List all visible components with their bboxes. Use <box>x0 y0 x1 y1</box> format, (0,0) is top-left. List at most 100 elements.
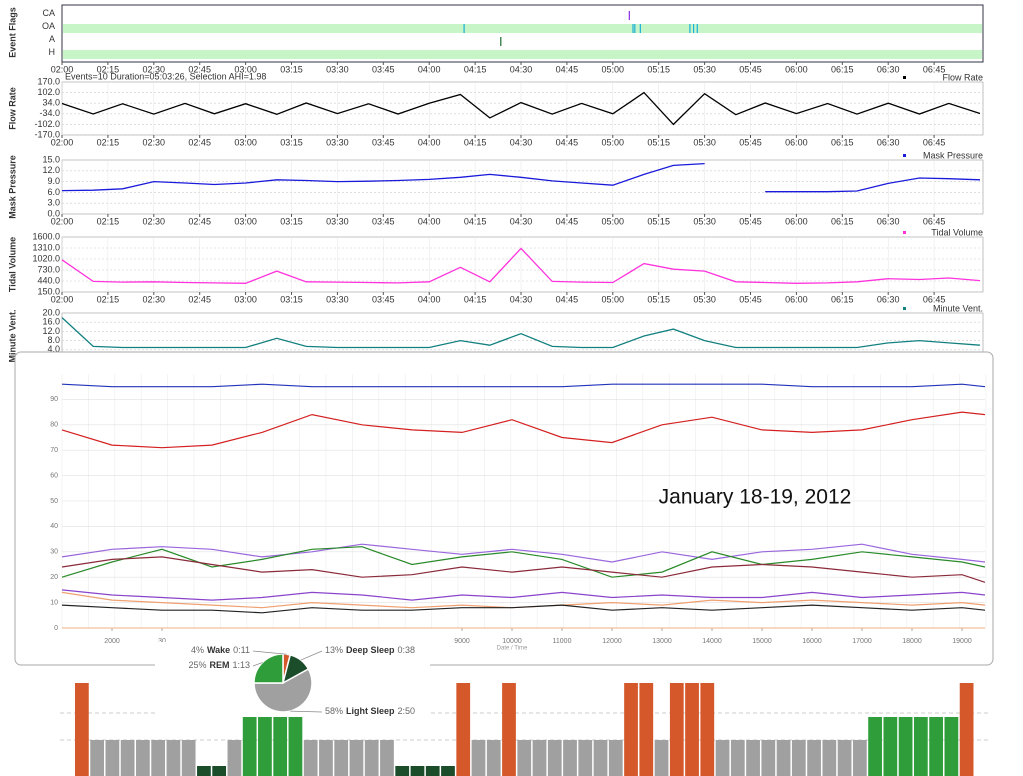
x-tick-label: 03:30 <box>326 137 349 147</box>
x-tick-label: 04:15 <box>464 64 487 74</box>
x-tick-label: 06:15 <box>831 64 854 74</box>
pie-duration: 0:38 <box>398 645 416 655</box>
pie-percent: 4% <box>191 645 204 655</box>
legend-swatch <box>903 307 906 310</box>
stage-bar <box>807 740 821 776</box>
flag-row-label: A <box>49 34 55 44</box>
x-tick-label: 05:45 <box>739 216 762 226</box>
y-tick-label: 102.0 <box>37 87 60 97</box>
x-tick-label: 04:30 <box>510 64 533 74</box>
y-tick-label: 730.0 <box>37 264 60 274</box>
stage-bar <box>791 740 806 776</box>
y-tick-label: 170.0 <box>37 76 60 86</box>
x-tick-label: 03:30 <box>326 216 349 226</box>
flag-band <box>63 24 982 33</box>
signal-line <box>61 317 981 349</box>
x-tick-label: 02:45 <box>188 137 211 147</box>
stage-bar <box>120 740 135 776</box>
pie-label: 25% REM 1:13 <box>188 660 250 670</box>
panel-frame <box>61 81 984 136</box>
flag-row-label: OA <box>42 21 55 31</box>
legend-label: Flow Rate <box>942 72 983 82</box>
x-tick-label: 03:45 <box>372 216 395 226</box>
pie-label: 13% Deep Sleep 0:38 <box>325 645 415 655</box>
x-tick-label: 05:15 <box>647 64 670 74</box>
x-tick-label: 04:45 <box>556 216 579 226</box>
x-tick-label: 03:15 <box>280 137 303 147</box>
stage-bar <box>913 717 928 776</box>
legend-label: Tidal Volume <box>931 227 983 237</box>
x-tick-label: 02:00 <box>51 216 74 226</box>
panel-frame <box>61 159 984 215</box>
x-tick-label: 03:15 <box>280 64 303 74</box>
stage-bar <box>822 740 837 776</box>
flag-row-label: H <box>49 47 56 57</box>
stage-bar <box>242 717 257 776</box>
pie-stage: Deep Sleep <box>346 645 395 655</box>
stage-bar <box>288 717 303 776</box>
x-tick-label: 14000 <box>702 638 722 645</box>
stage-bar <box>639 683 654 776</box>
x-tick-label: 19000 <box>952 638 972 645</box>
pie-percent: 25% <box>188 660 206 670</box>
x-tick-label: 04:00 <box>418 216 441 226</box>
y-tick-label: 50 <box>50 498 58 505</box>
y-tick-label: 16.0 <box>42 317 60 327</box>
x-tick-label: 02:30 <box>143 137 166 147</box>
flag-row-label: CA <box>42 8 55 18</box>
stage-bar <box>883 717 898 776</box>
x-tick-label: 11000 <box>553 638 572 645</box>
x-tick-label: 04:45 <box>556 64 579 74</box>
panel-label: Flow Rate <box>7 87 17 130</box>
panel-label: Event Flags <box>7 7 17 58</box>
date-annotation: January 18-19, 2012 <box>659 486 852 509</box>
x-tick-label: 05:30 <box>693 137 716 147</box>
stage-bar <box>624 683 638 776</box>
x-tick-label: 05:45 <box>739 64 762 74</box>
y-tick-label: 15.0 <box>42 154 60 164</box>
stage-bar <box>181 740 196 776</box>
trend-line <box>61 411 986 449</box>
y-tick-label: 1020.0 <box>32 253 60 263</box>
y-tick-label: 12.0 <box>42 165 60 175</box>
panel-frame <box>61 236 984 293</box>
pie-label: 58% Light Sleep 2:50 <box>325 706 415 716</box>
x-tick-label: 06:30 <box>877 216 900 226</box>
stage-bar <box>563 740 577 776</box>
x-tick-label: 05:00 <box>602 137 625 147</box>
stage-bar <box>761 740 776 776</box>
x-tick-label: 03:00 <box>234 137 257 147</box>
pie-label: 4% Wake 0:11 <box>191 645 250 655</box>
signal-line <box>61 247 981 284</box>
stage-bar <box>776 740 791 776</box>
panel-label: Mask Pressure <box>7 155 17 219</box>
legend-swatch <box>903 154 906 157</box>
x-tick-label: 03:15 <box>280 294 303 304</box>
x-tick-label: 02:15 <box>97 64 120 74</box>
pie-percent: 58% <box>325 706 343 716</box>
stage-bar <box>151 740 166 776</box>
pie-duration: 2:50 <box>398 706 416 716</box>
panel-frame <box>61 312 984 360</box>
x-tick-label: 02:00 <box>51 64 74 74</box>
pie-duration: 1:13 <box>232 660 250 670</box>
stage-bar <box>837 740 852 776</box>
x-tick-label: 05:45 <box>739 294 762 304</box>
x-tick-label: 03:30 <box>326 64 349 74</box>
y-tick-label: 70 <box>50 447 58 454</box>
stage-bar <box>212 766 227 776</box>
x-tick-label: 04:45 <box>556 294 579 304</box>
x-tick-label: 04:45 <box>556 137 579 147</box>
panel-annotation: Events=10 Duration=05:03:26, Selection A… <box>65 71 266 81</box>
x-tick-label: 04:00 <box>418 64 441 74</box>
x-tick-label: 03:00 <box>234 216 257 226</box>
y-tick-label: 9.0 <box>47 176 60 186</box>
x-tick-label: 06:15 <box>831 294 854 304</box>
y-tick-label: -102.0 <box>34 119 60 129</box>
x-tick-label: 02:15 <box>97 137 120 147</box>
trend-line <box>61 604 986 614</box>
x-tick-label: 02:45 <box>188 64 211 74</box>
stage-bar <box>746 740 760 776</box>
x-tick-label: 05:30 <box>693 294 716 304</box>
